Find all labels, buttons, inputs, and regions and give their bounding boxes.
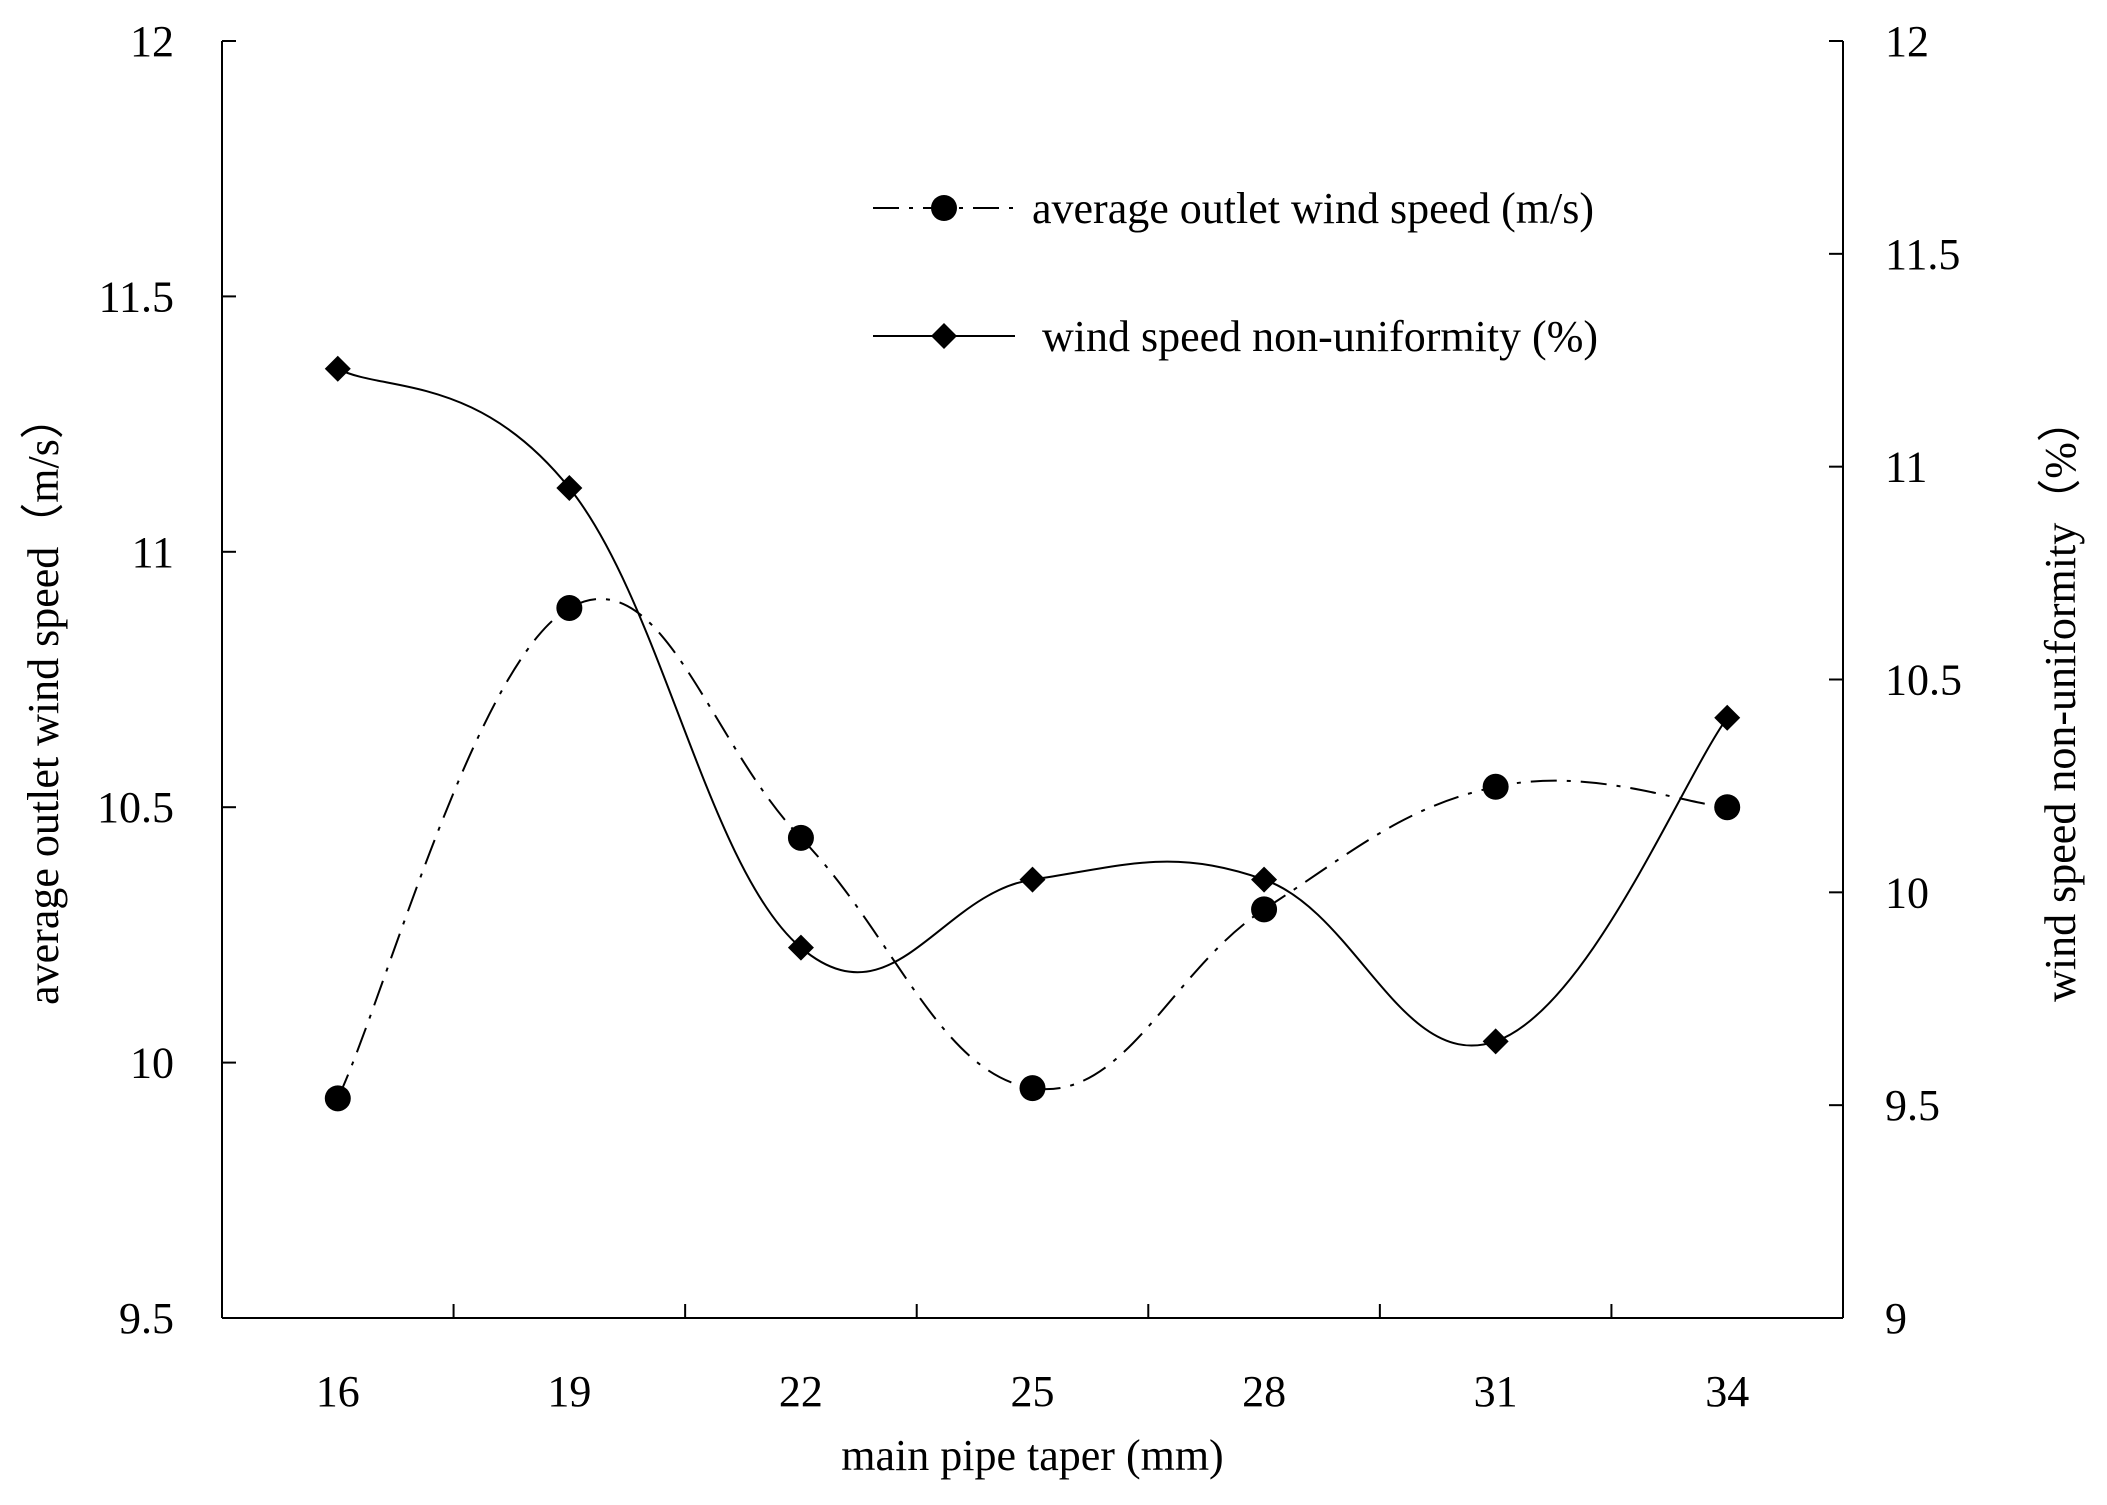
y-left-axis-title: average outlet wind speed（m/s）	[19, 395, 68, 1005]
x-tick-label: 28	[1242, 1367, 1286, 1416]
legend-label-non-uniformity: wind speed non-uniformity (%)	[1042, 312, 1598, 361]
y-right-tick-label: 10	[1885, 868, 1929, 917]
series-layer	[324, 355, 1741, 1112]
non-uniformity-point	[1482, 1028, 1509, 1055]
non-uniformity-point	[556, 474, 583, 501]
y-right-tick-label: 11.5	[1885, 230, 1960, 279]
non-uniformity-point	[1251, 866, 1278, 893]
x-tick-label: 22	[779, 1367, 823, 1416]
x-axis-title: main pipe taper (mm)	[841, 1431, 1223, 1480]
avg-wind-speed-point	[1714, 794, 1741, 821]
non-uniformity-point	[1019, 866, 1046, 893]
y-right-tick-label: 10.5	[1885, 656, 1962, 705]
y-right-tick-label: 9.5	[1885, 1081, 1940, 1130]
legend: average outlet wind speed (m/s) wind spee…	[873, 184, 1598, 361]
y-right-tick-label: 12	[1885, 17, 1929, 66]
avg-wind-speed-point	[787, 824, 814, 851]
y-left-tick-label: 10	[130, 1039, 174, 1088]
y-right-tick-label: 11	[1885, 443, 1927, 492]
x-tick-label: 34	[1705, 1367, 1749, 1416]
non-uniformity-point	[787, 934, 814, 961]
legend-marker-non-uniformity	[931, 323, 957, 349]
avg-wind-speed-line	[336, 598, 1728, 1099]
x-tick-label: 25	[1011, 1367, 1055, 1416]
x-tick-label: 31	[1474, 1367, 1518, 1416]
y-left-tick-label: 10.5	[97, 783, 174, 832]
y-right-axis-title: wind speed non-uniformity（%）	[2036, 398, 2085, 1002]
x-tick-label: 19	[547, 1367, 591, 1416]
avg-wind-speed-point	[1482, 773, 1509, 800]
y-left-tick-label: 11	[132, 528, 174, 577]
legend-marker-avg-wind-speed	[931, 195, 957, 221]
avg-wind-speed-point	[1251, 896, 1278, 923]
avg-wind-speed-point	[324, 1085, 351, 1112]
legend-label-avg-wind-speed: average outlet wind speed (m/s)	[1032, 184, 1594, 233]
avg-wind-speed-point	[556, 594, 583, 621]
non-uniformity-point	[324, 355, 351, 382]
axes-layer: 9.5 10 10.5 11 11.5 12 9 9.5 10 10.5 11 11.5 12 16 19 2…	[19, 17, 2085, 1480]
non-uniformity-line	[337, 367, 1729, 1047]
y-left-tick-label: 11.5	[99, 272, 174, 321]
y-right-tick-label: 9	[1885, 1294, 1907, 1343]
y-left-tick-label: 9.5	[119, 1294, 174, 1343]
avg-wind-speed-point	[1019, 1075, 1046, 1102]
y-left-tick-label: 12	[130, 17, 174, 66]
non-uniformity-point	[1714, 704, 1741, 731]
x-tick-label: 16	[316, 1367, 360, 1416]
